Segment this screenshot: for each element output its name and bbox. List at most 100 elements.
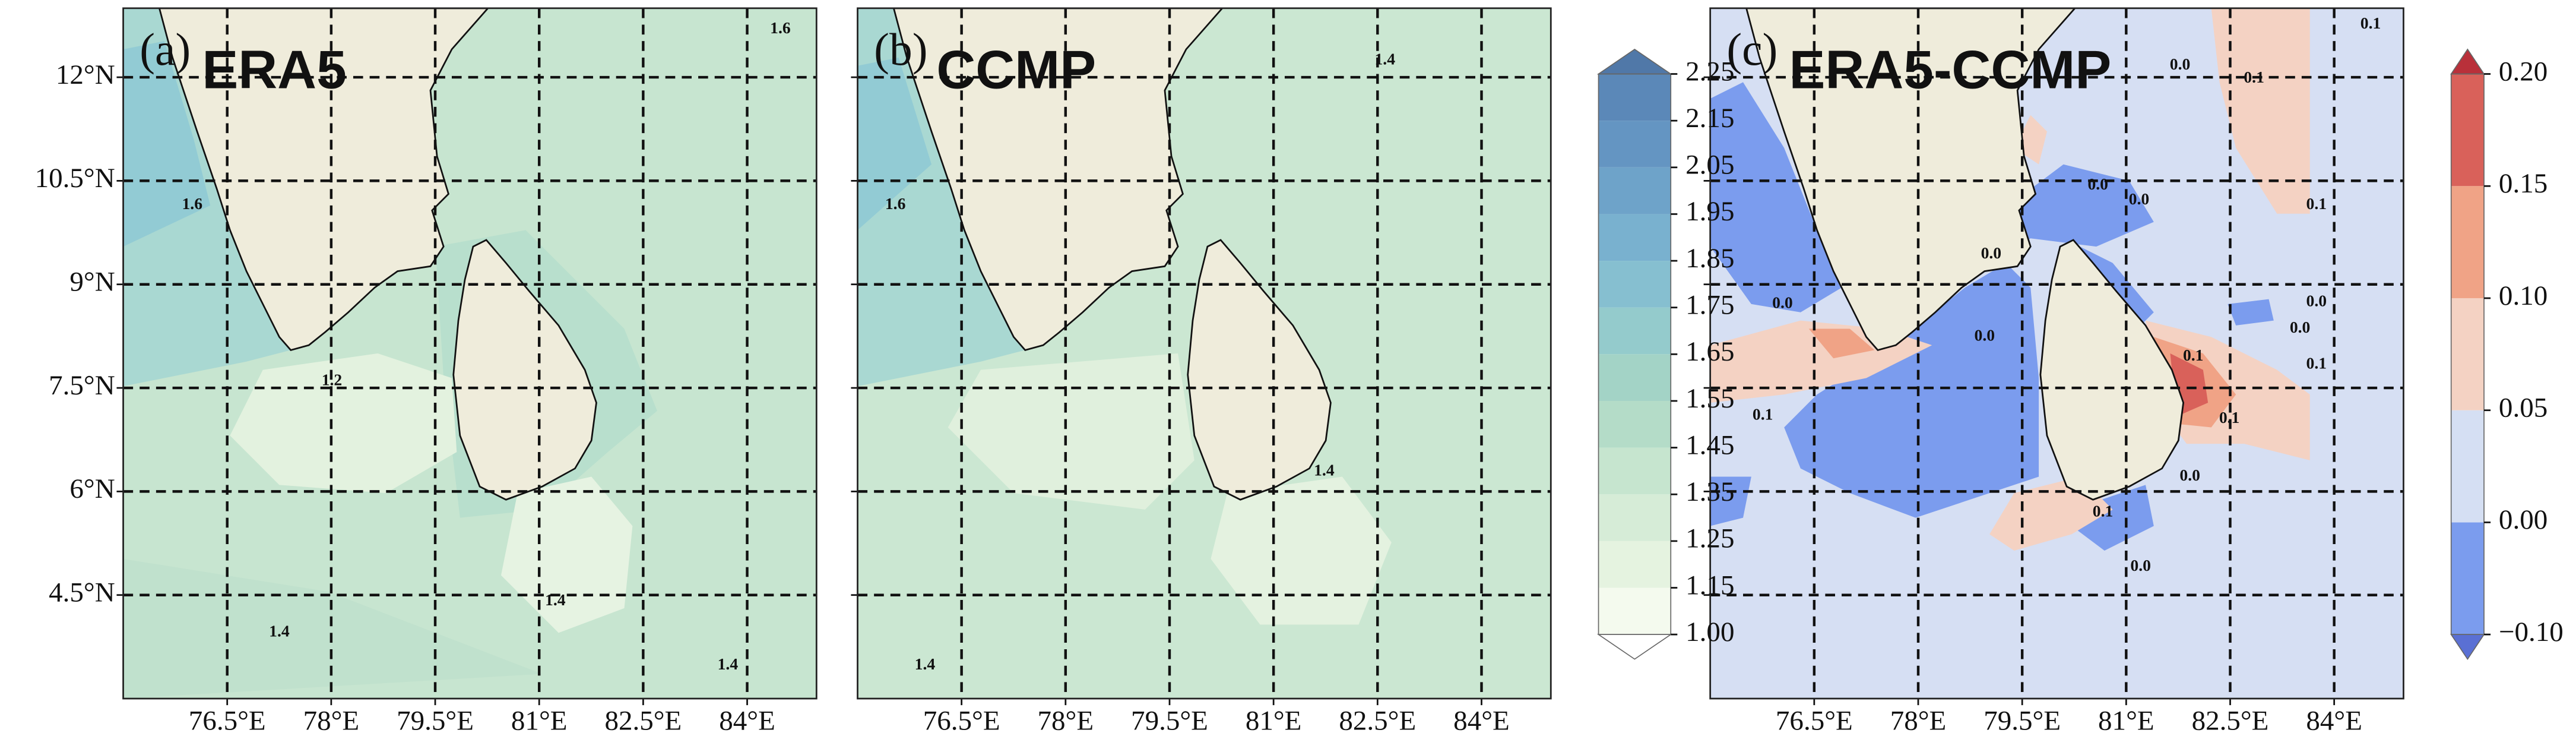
colorbar-tick-label: 1.95 [1685, 196, 1734, 227]
colorbar-tick-label: 0.15 [2499, 168, 2548, 199]
colorbar-band [1598, 587, 1671, 635]
colorbar-band [1598, 307, 1671, 355]
land-india [1745, 8, 2076, 351]
colorbar-band [1598, 167, 1671, 214]
colorbar-tick-label: 1.85 [1685, 243, 1734, 274]
x-tick-label: 76.5°E [189, 705, 266, 736]
land-india [158, 8, 489, 351]
contour-fill [1989, 476, 2113, 551]
y-tick-label: 10.5°N [35, 163, 115, 194]
contour-label: 0.1 [2093, 502, 2114, 520]
map-panel [1710, 8, 2404, 699]
contour-label: 0.0 [1975, 326, 1995, 345]
contour-label: 1.2 [322, 370, 343, 388]
contour-label: 0.1 [1753, 405, 1773, 423]
colorbar-band [1598, 354, 1671, 401]
x-tick-label: 81°E [511, 705, 568, 736]
x-tick-label: 79.5°E [1984, 705, 2061, 736]
x-tick-label: 84°E [719, 705, 775, 736]
x-tick-label: 78°E [303, 705, 360, 736]
contour-label: 0.1 [2244, 68, 2264, 86]
colorbar-band [2451, 298, 2485, 410]
map-panel [857, 8, 1551, 699]
panel-frame [1709, 7, 2404, 700]
panel-title: CCMP [936, 40, 1096, 100]
contour-label: 0.1 [2360, 14, 2381, 32]
contour-label: 1.4 [915, 655, 936, 673]
contour-fill [1710, 82, 1842, 312]
colorbar-extend-over [1596, 49, 1672, 75]
map-panel [123, 8, 817, 699]
x-tick-label: 78°E [1890, 705, 1947, 736]
panel-title: ERA5 [202, 40, 347, 100]
colorbar-tick-label: 1.55 [1685, 383, 1734, 414]
contour-label: 0.0 [2087, 175, 2108, 193]
contour-fill [948, 353, 1194, 510]
colorbar-band [2451, 74, 2485, 187]
contour-label: 0.1 [2183, 346, 2204, 364]
x-tick-label: 82.5°E [2192, 705, 2269, 736]
contour-label: 1.6 [885, 194, 906, 213]
contour-label: 0.0 [2306, 292, 2327, 310]
colorbar-tick-label: 0.05 [2499, 392, 2548, 423]
contour-fill [2071, 485, 2154, 551]
panel-frame [122, 7, 818, 700]
colorbar-extend-under [1596, 634, 1672, 660]
colorbar-tick-label: 2.05 [1685, 150, 1734, 181]
x-tick-label: 84°E [2306, 705, 2362, 736]
colorbar-tick-label: 1.00 [1685, 617, 1734, 647]
contour-label: 0.0 [2130, 556, 2151, 574]
contour-label: 1.4 [1374, 50, 1395, 68]
contour-fill [1211, 476, 1392, 625]
contour-label: 0.1 [2219, 408, 2240, 426]
colorbar-tick-label: 1.45 [1685, 429, 1734, 460]
contour-fill [123, 41, 211, 247]
colorbar-tick-label: 1.35 [1685, 476, 1734, 507]
colorbar-extend-under [2450, 634, 2485, 661]
colorbar-band [1598, 494, 1671, 541]
y-tick-label: 12°N [56, 59, 115, 90]
colorbar-tick-label: 2.25 [1685, 56, 1734, 87]
land-india [892, 8, 1224, 351]
contour-fill [2228, 299, 2274, 326]
colorbar-tick-label: 2.15 [1685, 103, 1734, 134]
y-tick-label: 7.5°N [49, 370, 115, 401]
colorbar-band [2451, 522, 2485, 635]
contour-fill [1710, 476, 1751, 526]
x-tick-label: 81°E [2098, 705, 2154, 736]
x-tick-label: 81°E [1246, 705, 1302, 736]
panel-tag: (b) [874, 24, 927, 75]
colorbar-extend-over [2450, 48, 2485, 75]
x-tick-label: 76.5°E [923, 705, 1000, 736]
panel-tag: (a) [140, 24, 191, 75]
x-tick-label: 84°E [1453, 705, 1510, 736]
colorbar-band [1598, 400, 1671, 448]
x-tick-label: 76.5°E [1776, 705, 1853, 736]
contour-fill [2211, 8, 2310, 214]
colorbar-band [1598, 214, 1671, 261]
panel-title: ERA5-CCMP [1789, 40, 2112, 100]
x-tick-label: 78°E [1038, 705, 1094, 736]
colorbar-tick-label: 1.65 [1685, 336, 1734, 367]
contour-label: 1.4 [1314, 461, 1335, 479]
panel-frame [857, 7, 1552, 700]
contour-label: 0.0 [2179, 466, 2200, 484]
y-tick-label: 6°N [69, 473, 115, 504]
x-tick-label: 82.5°E [1339, 705, 1416, 736]
colorbar-tick-label: 0.10 [2499, 280, 2548, 311]
contour-label: 1.6 [770, 18, 791, 37]
land-sri-lanka [2039, 239, 2185, 501]
colorbar-band [1598, 74, 1671, 121]
contour-label: 1.4 [718, 655, 739, 673]
colorbar-band [2451, 410, 2485, 523]
colorbar-tick-label: 1.75 [1685, 289, 1734, 320]
colorbar-band [1598, 261, 1671, 308]
colorbar-band [1598, 541, 1671, 588]
contour-label: 0.1 [2306, 354, 2327, 372]
x-tick-label: 82.5°E [604, 705, 682, 736]
contour-label: 1.4 [545, 590, 566, 609]
colorbar-tick-label: 0.00 [2499, 504, 2548, 535]
colorbar-tick-label: −0.10 [2499, 617, 2564, 647]
contour-label: 0.0 [2290, 318, 2311, 336]
